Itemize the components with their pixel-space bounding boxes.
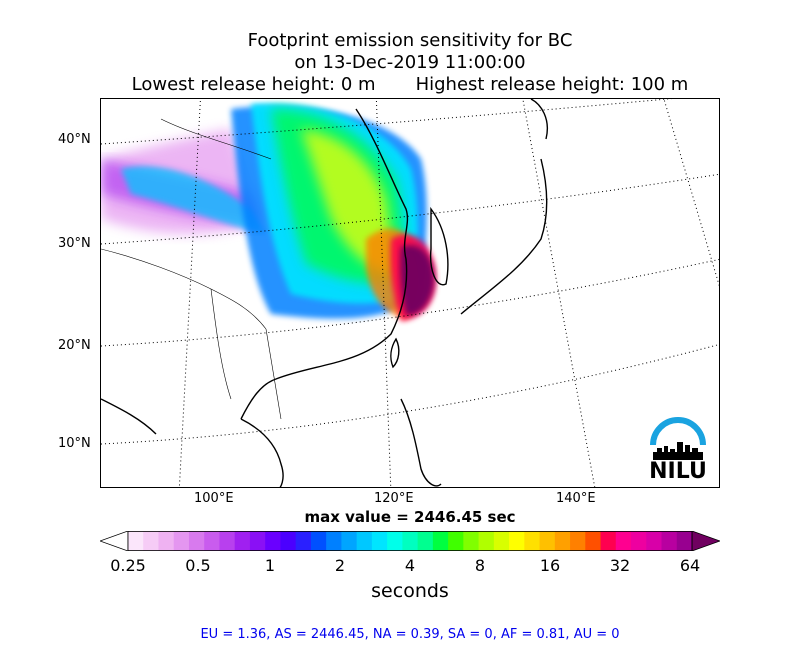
parallel-40n (101, 99, 673, 145)
colorbar-tick-label: 0.25 (110, 556, 146, 575)
colorbar-bin (249, 531, 266, 551)
colorbar-bin (143, 531, 160, 551)
korea (429, 206, 449, 286)
lon-label-140e: 140°E (556, 491, 596, 506)
colorbar-tick-label: 64 (679, 556, 701, 575)
colorbar-bin (646, 531, 663, 551)
colorbar-extend-low (100, 531, 129, 551)
colorbar-tick-label: 32 (609, 556, 631, 575)
map-panel (100, 98, 720, 488)
graticule (101, 99, 719, 487)
title-line-1: Footprint emission sensitivity for BC (247, 30, 573, 51)
lon-label-120e: 120°E (374, 491, 414, 506)
colorbar-tick-label: 2 (334, 556, 346, 575)
colorbar-bin (326, 531, 343, 551)
philippines (400, 398, 442, 487)
japan (460, 99, 548, 315)
colorbar-bin (600, 531, 617, 551)
colorbar-bin (676, 531, 693, 551)
colorbar-bin (295, 531, 312, 551)
colorbar-tick-label: 16 (539, 556, 561, 575)
lat-label-30n: 30°N (58, 236, 91, 251)
country-borders (101, 118, 282, 420)
colorbar-tick-label: 1 (264, 556, 276, 575)
colorbar-tick-label: 0.5 (185, 556, 211, 575)
colorbar-unit-label: seconds (371, 580, 449, 602)
colorbar-bin (387, 531, 403, 551)
colorbar-bin (631, 531, 647, 551)
parallel-10n (101, 344, 719, 445)
colorbar-bin (524, 531, 541, 551)
colorbar-bin (509, 531, 525, 551)
max-value-label: max value = 2446.45 sec (304, 508, 516, 526)
map-svg (101, 99, 719, 487)
plume-max (400, 245, 435, 316)
colorbar-bin (234, 531, 251, 551)
colorbar-bin (417, 531, 434, 551)
title-line-3: Lowest release height: 0 m Highest relea… (131, 74, 689, 95)
colorbar-extend-high (691, 531, 720, 551)
colorbar-bin (265, 531, 282, 551)
colorbar-bin (356, 531, 373, 551)
taiwan (390, 337, 400, 369)
colorbar-bin (158, 531, 175, 551)
colorbar-bin (280, 531, 297, 551)
colorbar-bin (341, 531, 358, 551)
nilu-logo: NILU (645, 412, 711, 484)
nilu-logo-text: NILU (649, 459, 707, 484)
colorbar-bin (128, 531, 144, 551)
colorbar-tick-label: 8 (474, 556, 486, 575)
lat-label-10n: 10°N (58, 436, 91, 451)
colorbar-bin (371, 531, 388, 551)
colorbar-bin (219, 531, 236, 551)
colorbar-bin (448, 531, 464, 551)
china-coast (240, 108, 409, 420)
region-values-footer: EU = 1.36, AS = 2446.45, NA = 0.39, SA =… (200, 627, 620, 642)
colorbar-bin (204, 531, 221, 551)
colorbar-bin (463, 531, 480, 551)
sensitivity-plume (101, 103, 436, 321)
colorbar-bin (432, 531, 449, 551)
colorbar-bin (402, 531, 419, 551)
title-line-2: on 13-Dec-2019 11:00:00 (294, 52, 526, 73)
lat-label-40n: 40°N (58, 132, 91, 147)
colorbar-frame (127, 531, 693, 551)
meridian-140e (522, 99, 596, 487)
colorbar-bin (615, 531, 632, 551)
colorbar-bin (310, 531, 327, 551)
lon-label-100e: 100°E (194, 491, 234, 506)
colorbar-bin (478, 531, 495, 551)
parallel-30n (101, 173, 719, 245)
colorbar-bin (188, 531, 205, 551)
india-coast (101, 398, 157, 435)
lat-label-20n: 20°N (58, 338, 91, 353)
colorbar-bin (585, 531, 602, 551)
nilu-logo-graphic (650, 417, 706, 460)
colorbar (100, 531, 720, 551)
colorbar-bin (570, 531, 586, 551)
plume-cyan-west (121, 166, 266, 234)
colorbar-bin (539, 531, 556, 551)
indochina (240, 418, 284, 487)
coastlines (101, 99, 548, 487)
colorbar-bin (661, 531, 678, 551)
colorbar-bin (554, 531, 571, 551)
colorbar-tick-label: 4 (404, 556, 416, 575)
colorbar-bin (493, 531, 510, 551)
colorbar-bin (173, 531, 190, 551)
